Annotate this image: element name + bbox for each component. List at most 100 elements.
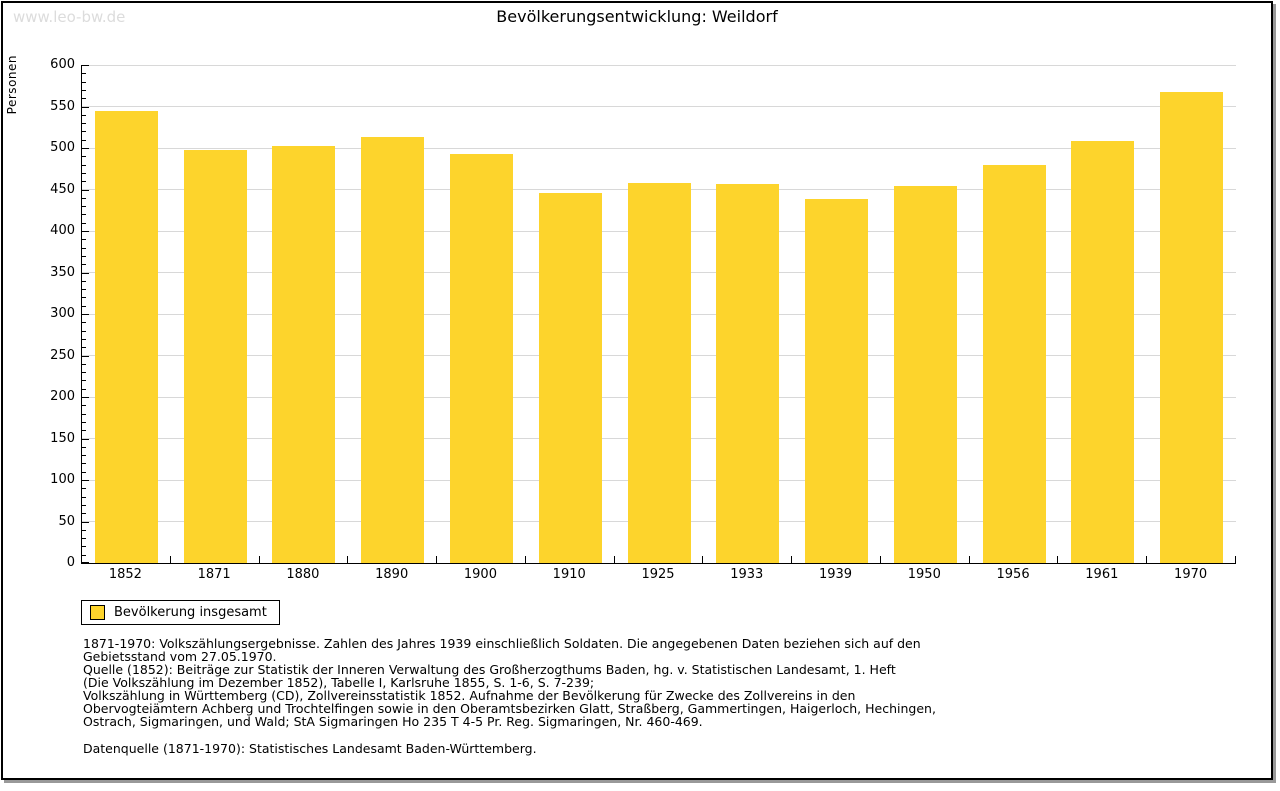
y-axis-tick-label: 450 — [50, 181, 75, 197]
y-axis-minor-tick — [82, 297, 86, 299]
y-axis-minor-tick — [82, 372, 86, 374]
legend-swatch-icon — [90, 605, 105, 620]
y-axis-major-tick — [82, 480, 89, 481]
y-axis-major-tick — [82, 106, 89, 108]
footnote-line: Volkszählung in Württemberg (CD), Zollve… — [83, 688, 856, 703]
y-axis-minor-tick — [82, 513, 86, 515]
bar — [538, 192, 602, 563]
y-axis-tick-label: 500 — [50, 140, 75, 155]
y-axis-minor-tick — [82, 239, 86, 241]
y-axis-minor-tick — [82, 488, 86, 490]
x-axis-tick-label: 1939 — [818, 567, 853, 582]
gridline — [82, 106, 1236, 107]
bar — [893, 186, 957, 563]
y-axis-minor-tick — [82, 546, 86, 548]
x-axis-tick — [436, 556, 438, 563]
y-axis-minor-tick — [82, 380, 86, 382]
y-axis-minor-tick — [82, 455, 86, 457]
y-axis-tick-label: 200 — [50, 389, 75, 404]
y-axis-minor-tick — [82, 81, 86, 83]
y-axis-major-tick — [82, 562, 89, 563]
y-axis-minor-tick — [82, 98, 86, 100]
y-axis-tick-label: 50 — [58, 513, 75, 529]
x-axis-tick-label: 1961 — [1085, 567, 1119, 582]
y-axis-major-tick — [82, 272, 89, 274]
bar — [805, 199, 869, 563]
footnote-line: Quelle (1852): Beiträge zur Statistik de… — [83, 662, 896, 677]
y-axis-minor-tick — [82, 222, 86, 224]
y-axis-minor-tick — [82, 172, 86, 174]
footnote-line: Obervogteiämtern Achberg und Trochtelfin… — [83, 701, 936, 716]
y-axis-minor-tick — [82, 73, 86, 75]
x-axis-tick-label: 1970 — [1174, 567, 1208, 582]
y-axis-minor-tick — [82, 123, 86, 125]
y-axis-tick-label: 250 — [50, 347, 75, 363]
bar — [716, 183, 780, 563]
y-axis-minor-tick — [82, 131, 86, 133]
y-axis-minor-tick — [82, 504, 86, 506]
y-axis-minor-tick — [82, 413, 86, 415]
y-axis-major-tick — [82, 355, 89, 357]
y-axis-minor-tick — [82, 430, 86, 432]
y-axis-tick-label: 400 — [50, 223, 75, 238]
y-axis-minor-tick — [82, 114, 86, 116]
page-title: Bevölkerungsentwicklung: Weildorf — [496, 7, 778, 26]
y-axis-major-tick — [82, 438, 89, 440]
x-axis-tick-label: 1852 — [108, 567, 142, 582]
y-axis-minor-tick — [82, 405, 86, 407]
y-axis-tick-label: 100 — [50, 472, 75, 487]
x-axis-tick-label: 1910 — [552, 567, 586, 582]
x-axis-tick — [702, 556, 704, 563]
x-axis-tick — [524, 556, 526, 563]
y-axis-minor-tick — [82, 139, 86, 141]
bar — [94, 110, 158, 563]
y-axis-tick-label: 150 — [50, 430, 75, 446]
gridline — [82, 147, 1236, 149]
bar — [449, 153, 513, 563]
x-axis-tick-label: 1933 — [730, 567, 764, 582]
footnote-line: Ostrach, Sigmaringen, und Wald; StA Sigm… — [83, 714, 703, 729]
y-axis-minor-tick — [82, 322, 86, 324]
x-axis-tick-label: 1871 — [197, 567, 231, 582]
y-axis-major-tick — [82, 521, 89, 523]
x-axis-tick — [169, 556, 171, 563]
y-axis-minor-tick — [82, 164, 86, 166]
y-axis-minor-tick — [82, 264, 86, 266]
y-axis-major-tick — [82, 65, 89, 66]
x-axis-tick — [1146, 556, 1148, 563]
y-axis-tick-label: 0 — [66, 555, 75, 570]
x-axis-tick — [613, 556, 615, 563]
x-axis-tick-label: 1890 — [375, 567, 409, 582]
footnote-datasource: Datenquelle (1871-1970): Statistisches L… — [83, 741, 537, 756]
x-axis-tick — [258, 556, 260, 563]
y-axis-tick-label: 600 — [50, 57, 75, 72]
x-axis-tick-label: 1956 — [996, 567, 1030, 582]
y-axis-minor-tick — [82, 446, 86, 448]
y-axis-minor-tick — [82, 347, 86, 349]
x-axis-tick — [791, 556, 793, 563]
x-axis-tick-label: 1880 — [286, 567, 320, 582]
y-axis-minor-tick — [82, 388, 86, 390]
y-axis-major-tick — [82, 314, 89, 315]
y-axis-minor-tick — [82, 214, 86, 216]
x-axis-tick — [1235, 556, 1236, 563]
y-axis-minor-tick — [82, 338, 86, 340]
y-axis-minor-tick — [82, 181, 86, 183]
plot-area — [81, 64, 1236, 564]
y-axis-tick-label: 550 — [50, 98, 75, 114]
footnote-line: 1871-1970: Volkszählungsergebnisse. Zahl… — [83, 636, 921, 651]
bar — [982, 164, 1046, 563]
x-axis-tick — [1057, 556, 1059, 563]
y-axis-minor-tick — [82, 289, 86, 291]
y-axis-minor-tick — [82, 255, 86, 257]
y-axis-minor-tick — [82, 496, 86, 498]
y-axis-minor-tick — [82, 471, 86, 473]
chart-frame: www.leo-bw.de Bevölkerungsentwicklung: W… — [1, 1, 1273, 780]
x-axis-tick-label: 1950 — [907, 567, 941, 582]
y-axis-minor-tick — [82, 247, 86, 249]
bar — [1071, 140, 1135, 563]
footnote-lines: 1871-1970: Volkszählungsergebnisse. Zahl… — [83, 636, 936, 729]
y-axis-minor-tick — [82, 421, 86, 423]
legend-label: Bevölkerung insgesamt — [114, 605, 267, 620]
bar — [627, 182, 691, 563]
